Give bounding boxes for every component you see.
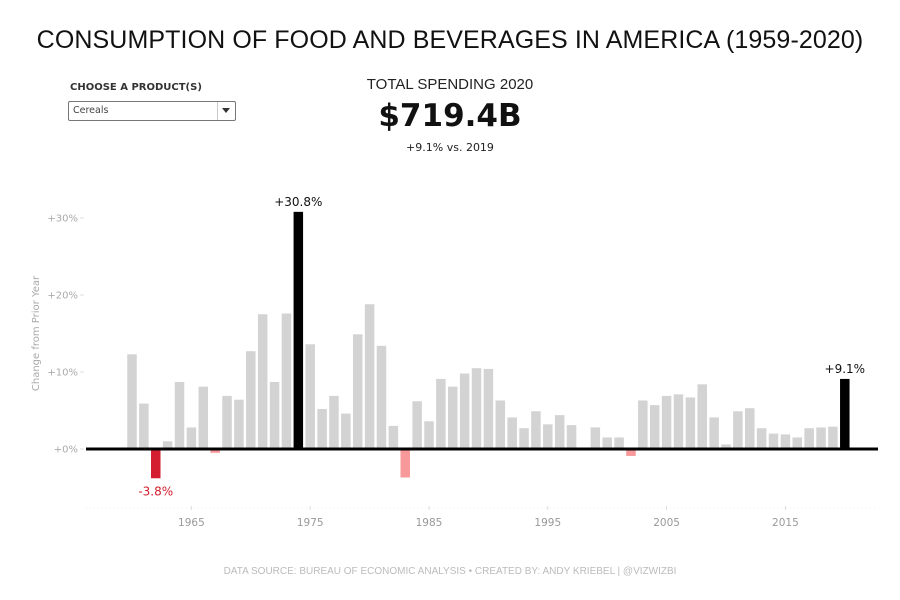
bar-1995 — [543, 424, 553, 449]
bar-1992 — [507, 417, 517, 449]
y-tick-label: +10% — [47, 368, 78, 379]
bar-1976 — [317, 408, 327, 449]
bar-1965 — [186, 427, 197, 449]
bar-2016 — [792, 437, 803, 449]
bar-2003 — [638, 400, 648, 449]
bar-1973 — [281, 313, 292, 449]
y-tick-label: +20% — [47, 291, 78, 302]
bar-1996 — [554, 415, 565, 449]
bar-1987 — [448, 386, 458, 449]
product-dropdown-value: Cereals — [73, 105, 109, 116]
x-tick-label: 1995 — [534, 517, 561, 529]
bar-2008 — [697, 384, 707, 449]
bar-1991 — [495, 400, 506, 449]
bar-1966 — [198, 386, 209, 449]
bar-2002 — [626, 449, 636, 456]
bar-2017 — [804, 428, 814, 449]
bar-1972 — [269, 382, 280, 449]
bar-2018 — [816, 427, 826, 449]
bar-1979 — [352, 334, 363, 449]
bar-1986 — [436, 378, 446, 449]
bar-1982 — [388, 425, 399, 449]
y-tick-label: +0% — [54, 445, 78, 456]
bar-1974 — [293, 211, 304, 449]
x-tick-label: 1965 — [178, 517, 205, 529]
x-tick-label: 1975 — [297, 517, 324, 529]
latest-data-label: +9.1% — [825, 362, 866, 376]
bar-1983 — [400, 449, 410, 478]
bar-1994 — [531, 411, 541, 449]
bar-1961 — [139, 403, 149, 449]
bar-1985 — [424, 421, 434, 449]
bar-1975 — [305, 344, 315, 449]
bar-1963 — [162, 441, 173, 449]
chevron-down-icon — [222, 108, 230, 113]
product-dropdown[interactable]: Cereals — [68, 101, 236, 121]
kpi-label: TOTAL SPENDING 2020 — [366, 76, 534, 93]
bar-2009 — [709, 417, 719, 449]
bar-2015 — [780, 434, 791, 449]
bar-2004 — [649, 405, 660, 449]
bar-2007 — [685, 397, 696, 449]
kpi-value: $719.4B — [378, 98, 522, 134]
bar-2001 — [614, 437, 624, 449]
bar-2013 — [756, 428, 767, 449]
min-data-label: -3.8% — [138, 484, 173, 498]
y-axis-title: Change from Prior Year — [31, 275, 42, 391]
bar-1970 — [246, 351, 256, 449]
product-filter-label: CHOOSE A PRODUCT(S) — [70, 82, 202, 93]
bar-1968 — [222, 395, 232, 449]
x-tick-label: 2015 — [772, 517, 799, 529]
bar-2005 — [661, 395, 672, 449]
bar-1971 — [257, 314, 268, 449]
bar-2006 — [673, 394, 684, 449]
kpi-change: +9.1% vs. 2019 — [406, 141, 494, 154]
bar-2010 — [721, 444, 731, 449]
bar-1964 — [174, 382, 185, 449]
footer-credits: DATA SOURCE: BUREAU OF ECONOMIC ANALYSIS… — [223, 566, 677, 577]
bar-1980 — [364, 304, 375, 449]
bar-1960 — [127, 354, 137, 449]
dropdown-toggle[interactable] — [217, 102, 235, 120]
bar-1999 — [590, 427, 601, 449]
bar-1989 — [471, 368, 482, 449]
bar-1977 — [329, 395, 339, 449]
bar-1981 — [376, 345, 387, 449]
y-tick-label: +30% — [47, 214, 78, 225]
bar-1997 — [566, 425, 577, 449]
bar-1967 — [210, 449, 220, 453]
x-tick-label: 1985 — [416, 517, 443, 529]
dashboard-title: CONSUMPTION OF FOOD AND BEVERAGES IN AME… — [36, 26, 864, 54]
bar-2011 — [733, 411, 743, 449]
bar-2020 — [840, 378, 850, 449]
bar-1984 — [412, 401, 422, 449]
max-data-label: +30.8% — [274, 195, 322, 209]
bar-1993 — [519, 428, 529, 449]
bar-2014 — [768, 433, 779, 449]
bar-2000 — [602, 437, 612, 449]
bar-1978 — [341, 413, 351, 449]
bar-1962 — [151, 449, 161, 479]
x-tick-label: 2005 — [653, 517, 680, 529]
bar-2019 — [828, 426, 838, 449]
change-bar-chart: +0% +10% +20% +30% Change from Prior Year 196… — [31, 195, 878, 529]
bar-1988 — [459, 373, 470, 449]
bar-1969 — [234, 399, 244, 449]
bar-1990 — [483, 368, 494, 449]
bar-2012 — [745, 408, 755, 449]
